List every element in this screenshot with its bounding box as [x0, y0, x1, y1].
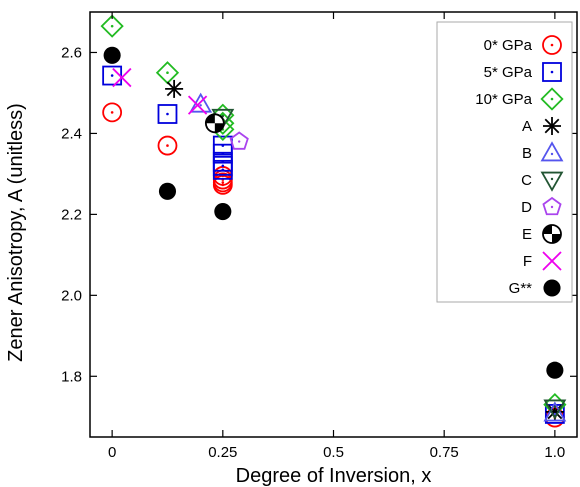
data-point — [543, 399, 567, 420]
x-tick-label: 0.75 — [430, 444, 459, 461]
series-7 — [204, 113, 225, 134]
legend-label: E — [522, 226, 532, 243]
axis-ticks: 0 0.25 0.5 0.75 1.0 1.8 2.0 2.2 2.4 2.6 — [61, 12, 577, 461]
data-point — [214, 202, 232, 221]
data-point — [212, 159, 233, 180]
legend-marker — [540, 171, 564, 192]
legend-marker — [540, 87, 564, 111]
legend-marker — [542, 251, 562, 271]
data-point — [157, 135, 178, 156]
y-tick-label: 2.6 — [61, 44, 82, 61]
data-point — [187, 95, 208, 115]
legend-marker — [543, 117, 561, 135]
series-9 — [103, 46, 564, 379]
data-point — [112, 67, 132, 88]
series-8 — [112, 67, 208, 115]
data-point — [102, 102, 123, 123]
data-marks — [100, 14, 567, 428]
data-point — [103, 46, 121, 64]
legend-label: B — [522, 145, 532, 162]
legend-label: G** — [509, 280, 533, 297]
y-tick-label: 2.2 — [61, 206, 82, 223]
legend-label: 5* GPa — [484, 64, 533, 81]
data-point — [158, 182, 177, 200]
data-point — [157, 104, 178, 124]
legend-label: C — [521, 172, 532, 189]
x-tick-label: 0.5 — [323, 444, 344, 461]
x-tick-label: 0.25 — [208, 444, 237, 461]
data-point — [204, 113, 225, 134]
legend-marker — [542, 35, 562, 55]
legend-marker — [540, 141, 564, 162]
series-1 — [102, 65, 565, 424]
y-tick-label: 1.8 — [61, 368, 82, 385]
data-point — [165, 79, 184, 98]
legend-marker — [542, 224, 562, 244]
legend-marker — [543, 279, 561, 297]
legend-label: D — [521, 199, 532, 216]
data-point — [229, 131, 249, 150]
legend-box — [436, 21, 573, 303]
y-tick-label: 2.4 — [61, 125, 82, 142]
y-axis-label: Zener Anisotropy, A (unitless) — [5, 103, 27, 362]
legend-label: 10* GPa — [475, 91, 532, 108]
legend-marker — [542, 196, 562, 216]
legend-label: A — [522, 118, 532, 135]
x-tick-label: 0 — [108, 444, 116, 461]
legend-marker — [542, 62, 562, 82]
legend-label: 0* GPa — [484, 37, 533, 54]
data-point — [546, 361, 564, 379]
series-6 — [229, 131, 249, 150]
data-point — [212, 174, 233, 195]
data-point — [100, 14, 124, 38]
x-axis-label: Degree of Inversion, x — [236, 465, 432, 487]
data-point — [102, 65, 123, 86]
data-point — [543, 401, 567, 422]
x-tick-label: 1.0 — [544, 444, 565, 461]
series-3 — [165, 79, 564, 421]
legend-label: F — [523, 253, 532, 270]
y-tick-label: 2.0 — [61, 287, 82, 304]
